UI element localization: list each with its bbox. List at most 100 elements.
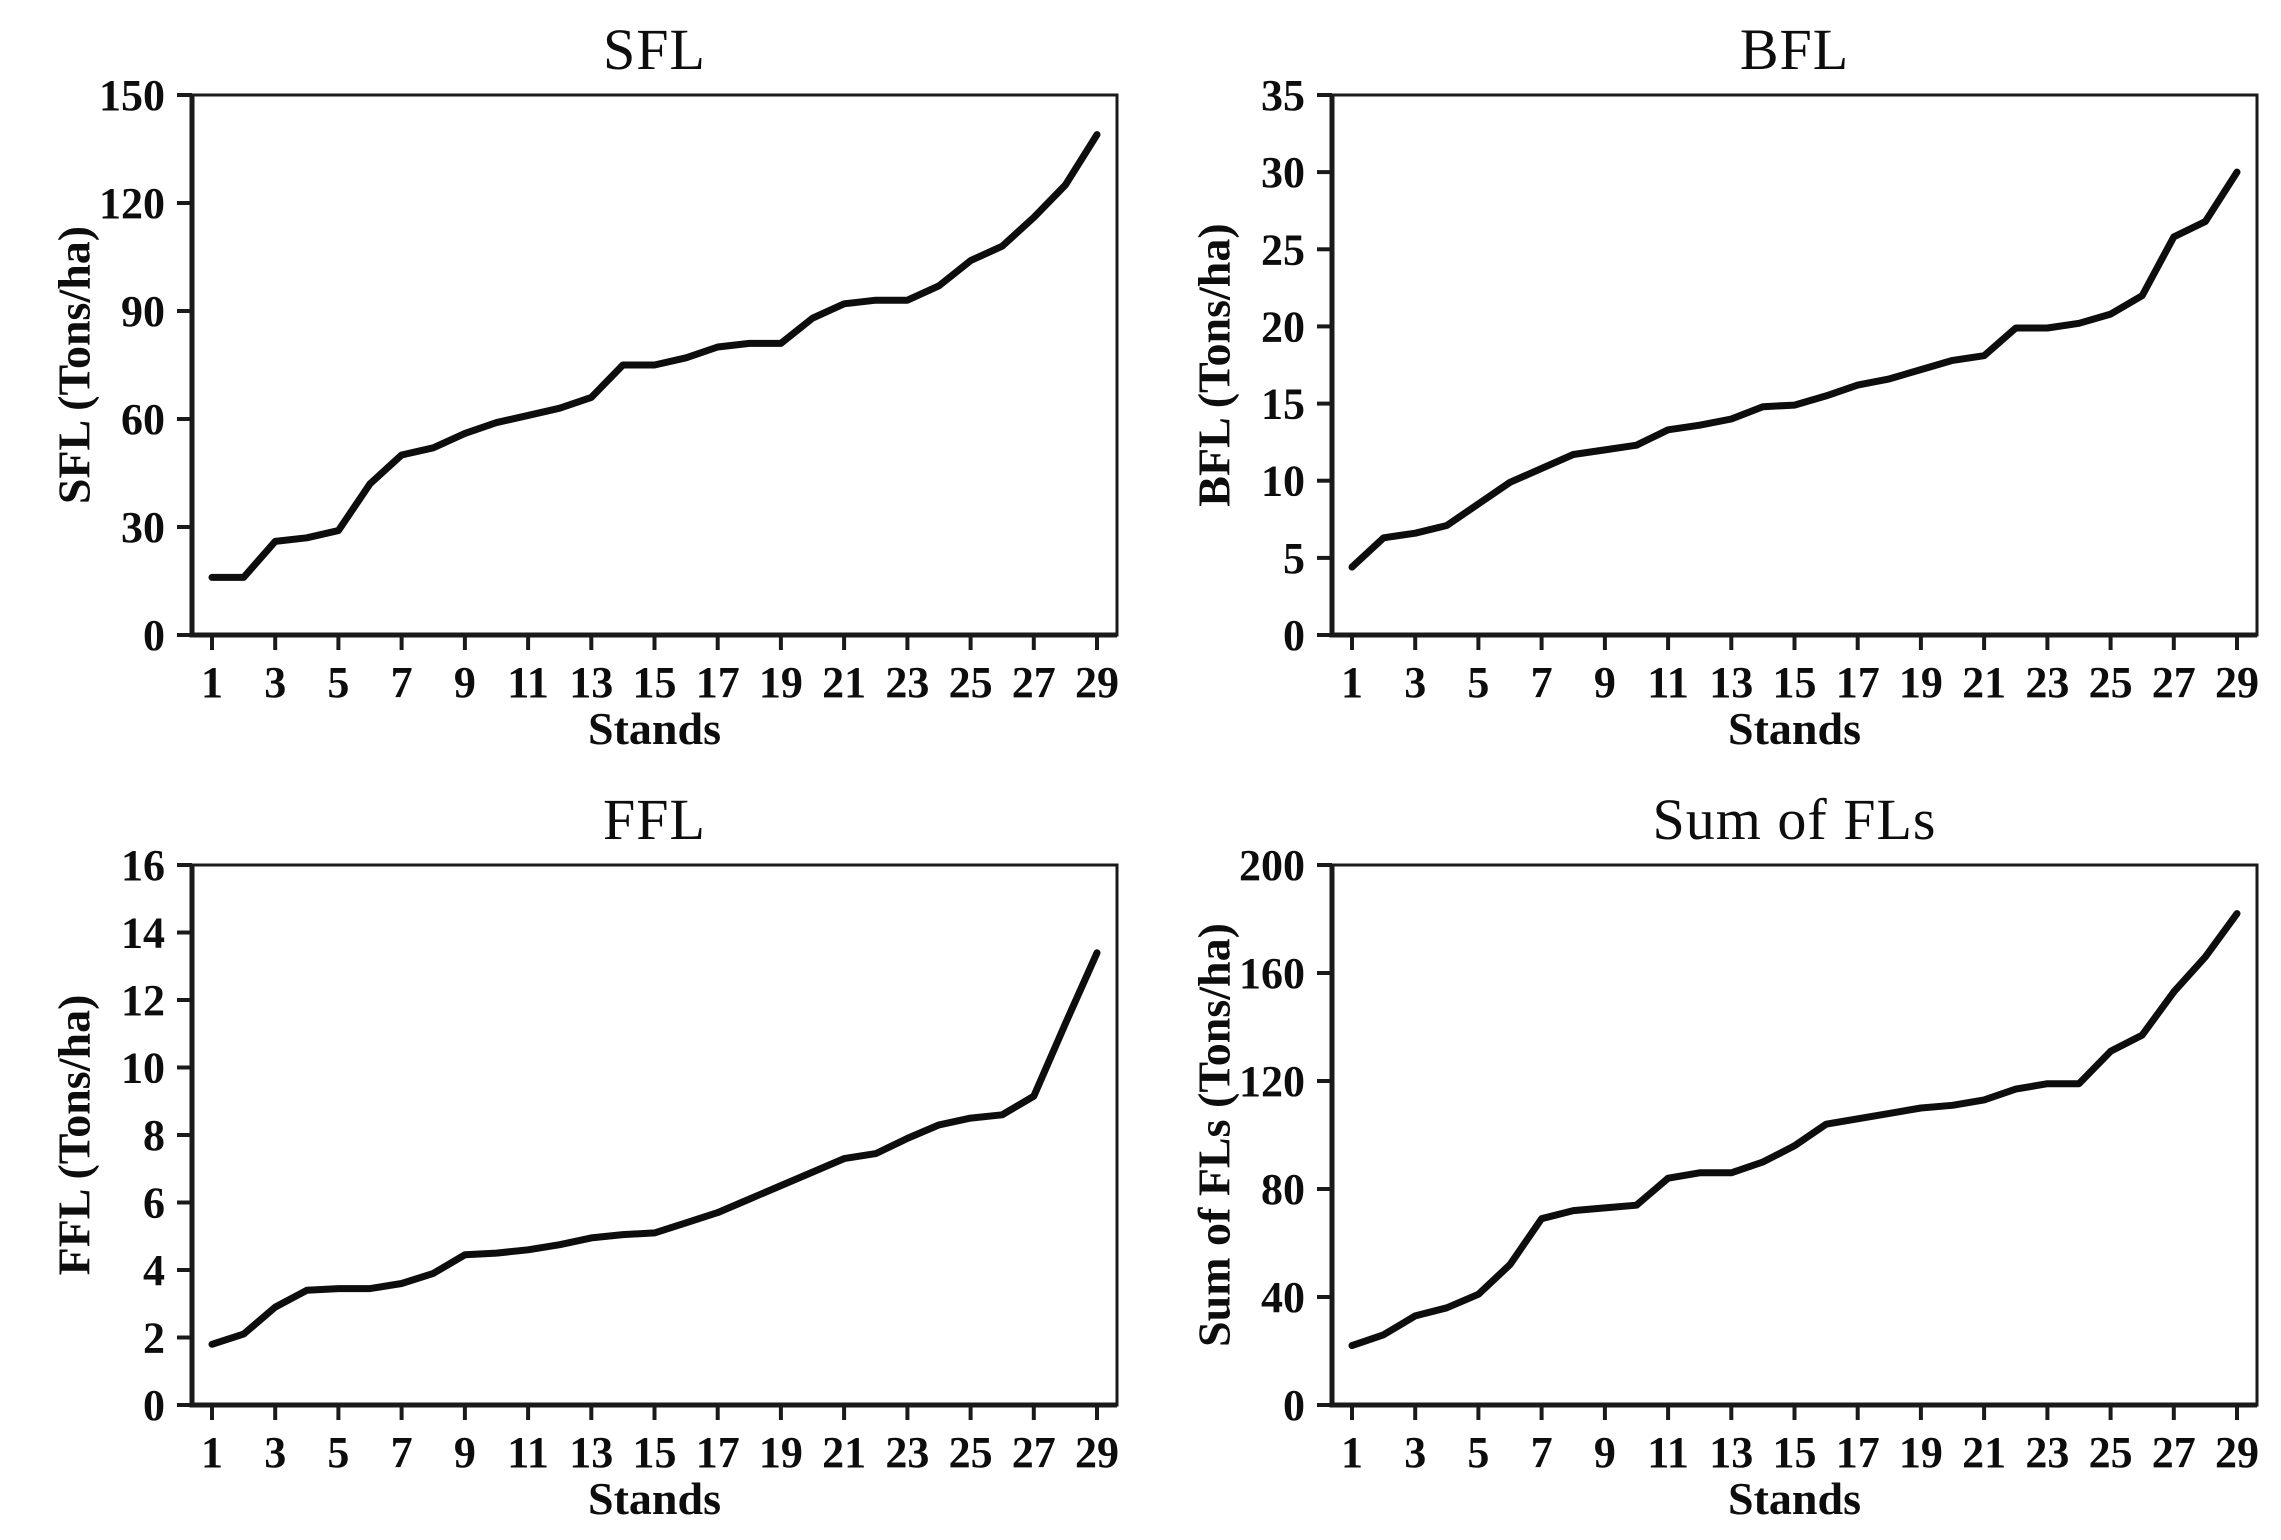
svg-text:60: 60	[121, 395, 165, 444]
line-plot-sfl: 0 30 60 90 120 150 1 3 5 7 9 11 13 15 17 19 21 23 25 27 29	[0, 0, 1140, 770]
svg-text:35: 35	[1261, 71, 1305, 120]
svg-text:11: 11	[1647, 658, 1689, 707]
svg-text:90: 90	[121, 287, 165, 336]
svg-text:25: 25	[2089, 1428, 2133, 1477]
svg-text:3: 3	[1404, 658, 1426, 707]
svg-text:23: 23	[2025, 1428, 2069, 1477]
svg-text:9: 9	[1594, 1428, 1616, 1477]
svg-text:27: 27	[2152, 1428, 2196, 1477]
line-plot-sum-of-fls: 0 40 80 120 160 200 1 3 5 7 9 11 13 15 17 19 21 23 25 27 29	[1140, 770, 2280, 1540]
x-axis-label-sum-of-fls: Stands	[1728, 1473, 1861, 1524]
svg-text:27: 27	[2152, 658, 2196, 707]
svg-text:11: 11	[507, 658, 549, 707]
svg-text:27: 27	[1012, 1428, 1056, 1477]
chart-title-ffl: FFL	[603, 787, 706, 852]
chart-title-sfl: SFL	[603, 17, 706, 82]
svg-text:1: 1	[1341, 658, 1363, 707]
svg-text:5: 5	[327, 658, 349, 707]
svg-text:9: 9	[454, 1428, 476, 1477]
svg-text:20: 20	[1261, 302, 1305, 351]
svg-text:15: 15	[1773, 658, 1817, 707]
svg-text:17: 17	[696, 658, 740, 707]
chart-title-bfl: BFL	[1739, 17, 1850, 82]
line-plot-bfl: 0 5 10 15 20 25 30 35 1 3 5 7 9 11 13 15 17 19 21 23 25 27 29	[1140, 0, 2280, 770]
svg-text:29: 29	[2215, 1428, 2259, 1477]
chart-ffl: FFL FFL (Tons/ha) 0 2 4 6 8 10 12 14 16 1 3 5 7 9 11 13…	[0, 770, 1140, 1540]
svg-text:2: 2	[143, 1314, 165, 1363]
svg-text:5: 5	[327, 1428, 349, 1477]
svg-text:13: 13	[1709, 658, 1753, 707]
svg-text:25: 25	[949, 1428, 993, 1477]
svg-text:150: 150	[99, 71, 165, 120]
svg-text:10: 10	[121, 1044, 165, 1093]
svg-text:4: 4	[143, 1246, 165, 1295]
svg-text:29: 29	[2215, 658, 2259, 707]
svg-text:40: 40	[1261, 1273, 1305, 1322]
line-plot-ffl: 0 2 4 6 8 10 12 14 16 1 3 5 7 9 11 13 15 17 19 21 23 25 27 29	[0, 770, 1140, 1540]
svg-text:8: 8	[143, 1111, 165, 1160]
svg-text:3: 3	[264, 1428, 286, 1477]
svg-text:29: 29	[1075, 658, 1119, 707]
svg-text:5: 5	[1467, 658, 1489, 707]
svg-text:0: 0	[1283, 611, 1305, 660]
x-axis-label-bfl: Stands	[1728, 703, 1861, 754]
svg-text:3: 3	[1404, 1428, 1426, 1477]
svg-text:7: 7	[1531, 1428, 1553, 1477]
svg-text:27: 27	[1012, 658, 1056, 707]
x-axis-label-ffl: Stands	[588, 1473, 721, 1524]
svg-text:21: 21	[1962, 1428, 2006, 1477]
svg-text:7: 7	[1531, 658, 1553, 707]
svg-text:1: 1	[201, 1428, 223, 1477]
svg-text:5: 5	[1283, 534, 1305, 583]
svg-text:80: 80	[1261, 1165, 1305, 1214]
svg-text:5: 5	[1467, 1428, 1489, 1477]
svg-text:23: 23	[2025, 658, 2069, 707]
svg-text:1: 1	[1341, 1428, 1363, 1477]
svg-text:23: 23	[885, 1428, 929, 1477]
svg-text:0: 0	[143, 1381, 165, 1430]
svg-text:14: 14	[121, 909, 165, 958]
x-axis-label-sfl: Stands	[588, 703, 721, 754]
svg-text:15: 15	[1261, 380, 1305, 429]
svg-text:11: 11	[507, 1428, 549, 1477]
svg-text:13: 13	[1709, 1428, 1753, 1477]
svg-text:29: 29	[1075, 1428, 1119, 1477]
svg-text:15: 15	[633, 1428, 677, 1477]
svg-text:19: 19	[759, 1428, 803, 1477]
svg-text:15: 15	[1773, 1428, 1817, 1477]
svg-text:200: 200	[1239, 841, 1305, 890]
chart-title-sum-of-fls: Sum of FLs	[1652, 787, 1937, 852]
svg-text:3: 3	[264, 658, 286, 707]
chart-sum-of-fls: Sum of FLs Sum of FLs (Tons/ha) 0 40 80 120…	[1140, 770, 2280, 1540]
svg-text:16: 16	[121, 841, 165, 890]
svg-text:12: 12	[121, 976, 165, 1025]
svg-text:0: 0	[1283, 1381, 1305, 1430]
svg-text:120: 120	[99, 179, 165, 228]
svg-text:15: 15	[633, 658, 677, 707]
svg-text:19: 19	[1899, 1428, 1943, 1477]
svg-text:10: 10	[1261, 457, 1305, 506]
svg-text:7: 7	[391, 658, 413, 707]
svg-text:21: 21	[822, 658, 866, 707]
svg-text:13: 13	[569, 1428, 613, 1477]
svg-text:6: 6	[143, 1179, 165, 1228]
svg-text:21: 21	[1962, 658, 2006, 707]
svg-text:25: 25	[949, 658, 993, 707]
svg-text:17: 17	[1836, 658, 1880, 707]
svg-text:17: 17	[696, 1428, 740, 1477]
chart-bfl: BFL BFL (Tons/ha) 0 5 10 15 20 25 30 35 1 3 5 7 9 11 1…	[1140, 0, 2280, 770]
chart-sfl: SFL SFL (Tons/ha) 0 30 60 90 120 150 1 3 5 7 9 11 13…	[0, 0, 1140, 770]
svg-text:1: 1	[201, 658, 223, 707]
svg-text:160: 160	[1239, 949, 1305, 998]
svg-text:19: 19	[1899, 658, 1943, 707]
svg-text:9: 9	[454, 658, 476, 707]
svg-text:23: 23	[885, 658, 929, 707]
svg-text:25: 25	[1261, 225, 1305, 274]
svg-text:7: 7	[391, 1428, 413, 1477]
svg-text:21: 21	[822, 1428, 866, 1477]
